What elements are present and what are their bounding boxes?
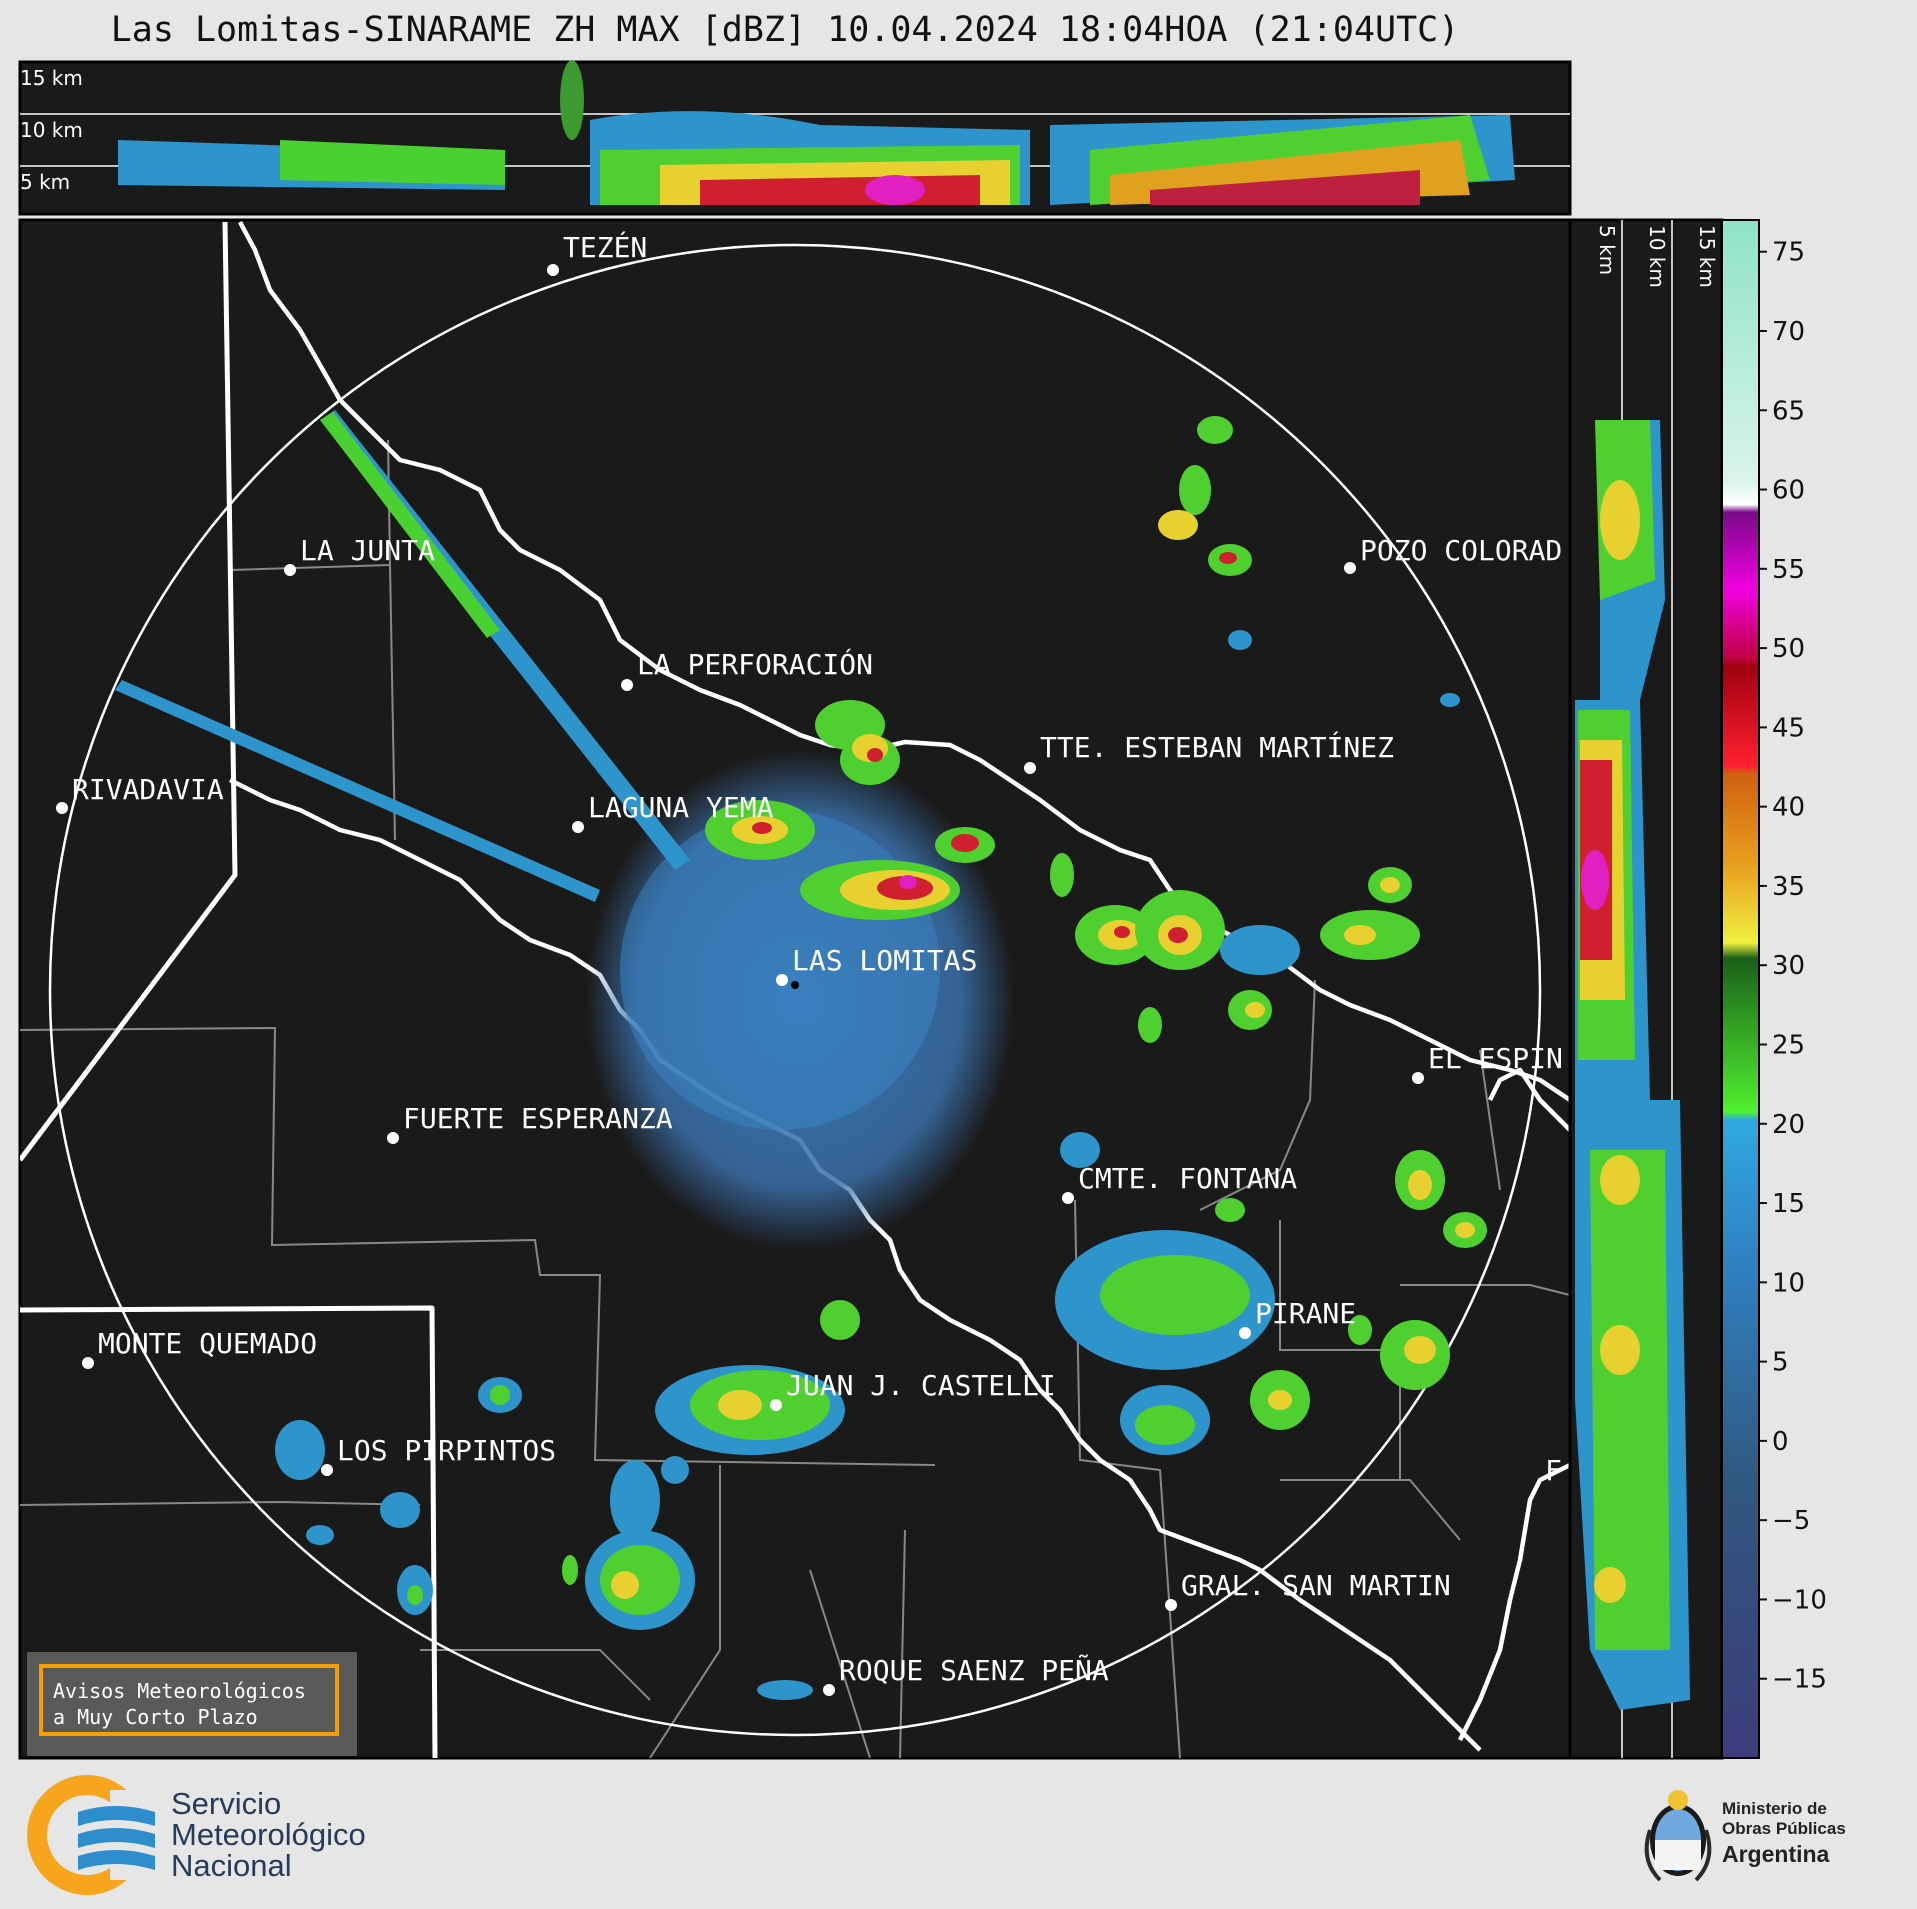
- place-label-pozo-colorado: POZO COLORAD: [1360, 534, 1562, 567]
- ministerio-line-1: Ministerio de: [1722, 1799, 1827, 1818]
- colorbar-tick-label: 30: [1772, 951, 1805, 981]
- colorbar-tick-label: 75: [1772, 238, 1805, 268]
- reflectivity-echoes: [115, 410, 1487, 1700]
- colorbar-tick-label: 15: [1772, 1189, 1805, 1219]
- colorbar: [1721, 219, 1760, 1759]
- colorbar-tick-label: 60: [1772, 476, 1805, 506]
- place-dot-rivadavia: [56, 802, 68, 814]
- colorbar-tick-label: 10: [1772, 1268, 1805, 1298]
- place-label-rivadavia: RIVADAVIA: [72, 773, 224, 806]
- colorbar-tick-label: 65: [1772, 396, 1805, 426]
- ministerio-line-2: Obras Públicas: [1722, 1819, 1846, 1838]
- place-dot-la-perforacion: [621, 679, 633, 691]
- chart-title: Las Lomitas-SINARAME ZH MAX [dBZ] 10.04.…: [110, 10, 1460, 50]
- place-dot-pirane: [1239, 1327, 1251, 1339]
- side-profile-label-15km: 15 km: [1695, 225, 1719, 288]
- colorbar-tick-label: 40: [1772, 793, 1805, 823]
- place-label-roque-saenz-pena: ROQUE SAENZ PEÑA: [839, 1653, 1109, 1687]
- place-label-la-junta: LA JUNTA: [300, 534, 435, 567]
- place-dot-la-junta: [284, 564, 296, 576]
- province-boundaries: [20, 221, 438, 1758]
- ministerio-line-3: Argentina: [1722, 1841, 1830, 1867]
- colorbar-tick-label: 25: [1772, 1030, 1805, 1060]
- side-profile-label-5km: 5 km: [1595, 225, 1619, 275]
- smn-line-2: Meteorológico: [171, 1817, 366, 1852]
- place-label-monte-quemado: MONTE QUEMADO: [98, 1327, 317, 1360]
- place-dot-gral-san-martin: [1165, 1599, 1177, 1611]
- place-dot-roque-saenz-pena: [823, 1684, 835, 1696]
- colorbar-tick-label: 35: [1772, 872, 1805, 902]
- colorbar-tick-label: 50: [1772, 634, 1805, 664]
- place-label-juan-j-castelli: JUAN J. CASTELLI: [786, 1369, 1056, 1402]
- top-profile-label-15km: 15 km: [20, 66, 83, 90]
- avisos-line-1: Avisos Meteorológicos: [53, 1679, 306, 1703]
- ministerio-name: Ministerio de Obras Públicas Argentina: [1722, 1799, 1846, 1869]
- colorbar-tick-label: 70: [1772, 317, 1805, 347]
- place-label-fuerte-esperanza: FUERTE ESPERANZA: [403, 1102, 673, 1135]
- side-height-profile: [1568, 218, 1724, 1760]
- place-label-tezen: TEZÉN: [563, 230, 647, 264]
- river-boundary-south: [228, 777, 1570, 1752]
- place-label-tte-esteban-martinez: TTE. ESTEBAN MARTÍNEZ: [1040, 730, 1394, 764]
- argentina-coat-of-arms: [1644, 1790, 1712, 1882]
- place-markers: [56, 264, 1424, 1696]
- place-dot-tte-esteban-martinez: [1024, 762, 1036, 774]
- place-dot-laguna-yema: [572, 821, 584, 833]
- top-profile-label-10km: 10 km: [20, 118, 83, 142]
- place-label-el-espin: EL ESPIN: [1428, 1042, 1563, 1075]
- top-profile-label-5km: 5 km: [20, 170, 70, 194]
- side-profile-label-10km: 10 km: [1645, 225, 1669, 288]
- colorbar-tick-label: −15: [1772, 1665, 1827, 1695]
- place-dot-monte-quemado: [82, 1357, 94, 1369]
- colorbar-tick-label: 55: [1772, 555, 1805, 585]
- place-label-las-lomitas: LAS LOMITAS: [792, 944, 977, 977]
- place-dot-cmte-fontana: [1062, 1192, 1074, 1204]
- colorbar-tick-label: −10: [1772, 1585, 1827, 1615]
- avisos-box[interactable]: Avisos Meteorológicos a Muy Corto Plazo: [27, 1652, 357, 1756]
- place-dot-pozo-colorado: [1344, 562, 1356, 574]
- place-label-los-pirpintos: LOS PIRPINTOS: [337, 1434, 556, 1467]
- avisos-line-2: a Muy Corto Plazo: [53, 1705, 258, 1729]
- place-label-f: F: [1545, 1454, 1562, 1487]
- place-dot-juan-j-castelli: [770, 1399, 782, 1411]
- colorbar-tick-label: 45: [1772, 713, 1805, 743]
- colorbar-tick-label: 5: [1772, 1348, 1789, 1378]
- radar-map: [18, 218, 1572, 1760]
- smn-line-1: Servicio: [171, 1786, 282, 1821]
- smn-line-3: Nacional: [171, 1848, 292, 1883]
- place-dot-las-lomitas: [776, 974, 788, 986]
- place-dot-los-pirpintos: [321, 1464, 333, 1476]
- smn-logo: [27, 1775, 160, 1895]
- smn-name: Servicio Meteorológico Nacional: [171, 1788, 366, 1881]
- range-ring: [48, 243, 1542, 1737]
- colorbar-tick-label: 0: [1772, 1427, 1789, 1457]
- top-height-profile: [18, 60, 1572, 216]
- colorbar-tick-label: −5: [1772, 1506, 1810, 1536]
- colorbar-tick-label: 20: [1772, 1110, 1805, 1140]
- place-label-gral-san-martin: GRAL. SAN MARTIN: [1181, 1569, 1451, 1602]
- place-label-la-perforacion: LA PERFORACIÓN: [637, 647, 873, 681]
- place-label-laguna-yema: LAGUNA YEMA: [588, 791, 774, 824]
- place-label-pirane: PIRANE: [1255, 1297, 1356, 1330]
- radar-site-marker: [791, 981, 799, 989]
- department-boundaries: [20, 439, 1570, 1758]
- place-dot-fuerte-esperanza: [387, 1132, 399, 1144]
- place-dot-el-espin: [1412, 1072, 1424, 1084]
- place-dot-tezen: [547, 264, 559, 276]
- place-label-cmte-fontana: CMTE. FONTANA: [1078, 1162, 1297, 1195]
